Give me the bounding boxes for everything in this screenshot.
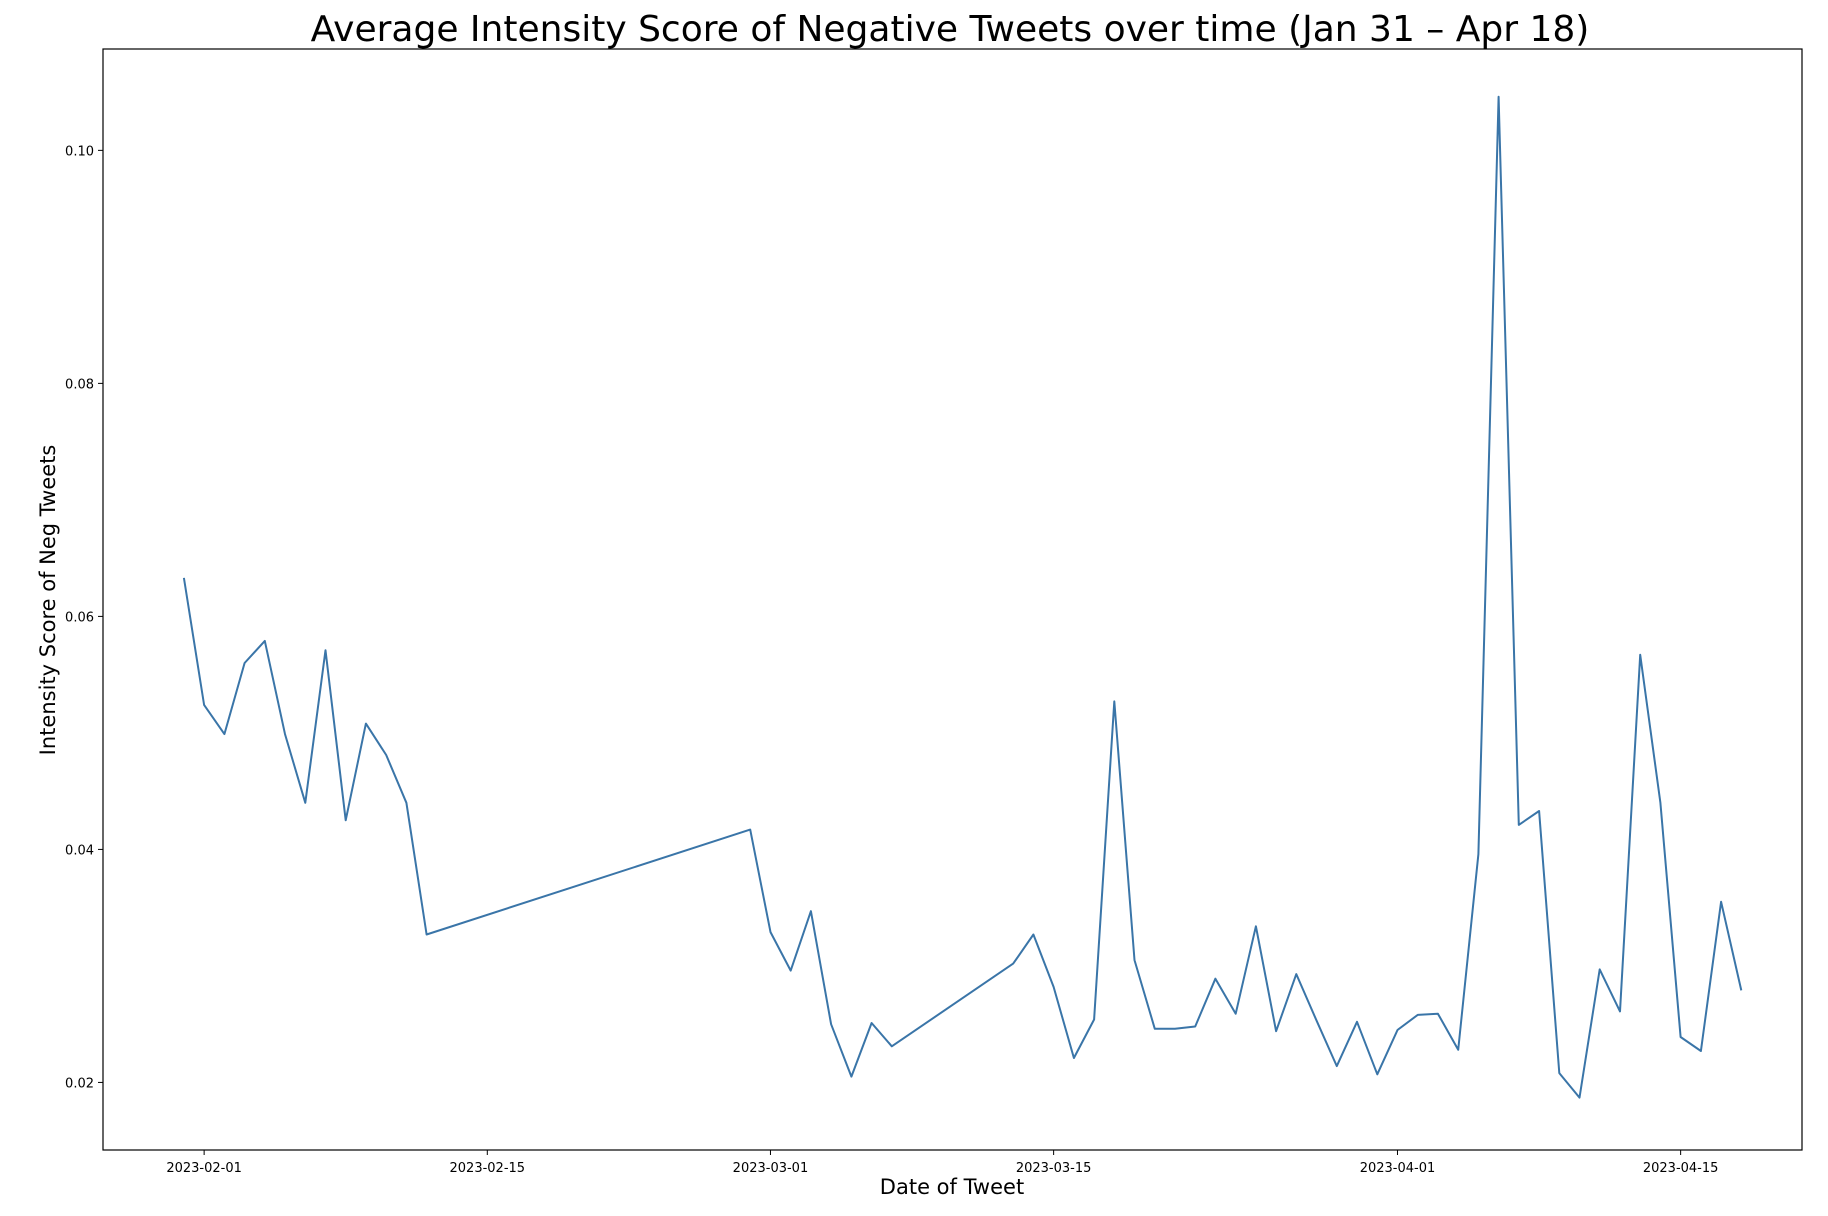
y-tick-label: 0.06 xyxy=(65,610,94,625)
x-axis-label: Date of Tweet xyxy=(880,1175,1024,1199)
x-tick-label: 2023-02-01 xyxy=(166,1161,242,1176)
y-tick-label: 0.02 xyxy=(65,1076,94,1091)
chart-title: Average Intensity Score of Negative Twee… xyxy=(311,9,1590,50)
x-tick-label: 2023-04-15 xyxy=(1643,1161,1719,1176)
series-line xyxy=(182,95,1743,1099)
plot-area-frame xyxy=(102,48,1803,1151)
x-axis: 2023-02-01 2023-02-15 2023-03-01 2023-03-15… xyxy=(166,1150,1718,1176)
x-tick-label: 2023-04-01 xyxy=(1360,1161,1436,1176)
x-tick-label: 2023-03-01 xyxy=(733,1161,809,1176)
y-tick-label: 0.10 xyxy=(65,144,94,159)
y-axis: 0.02 0.04 0.06 0.08 0.10 xyxy=(65,144,103,1091)
y-tick-label: 0.04 xyxy=(65,843,94,858)
x-tick-label: 2023-03-15 xyxy=(1016,1161,1092,1176)
y-tick-label: 0.08 xyxy=(65,377,94,392)
y-axis-label: Intensity Score of Neg Tweets xyxy=(36,445,60,756)
x-tick-label: 2023-02-15 xyxy=(450,1161,526,1176)
